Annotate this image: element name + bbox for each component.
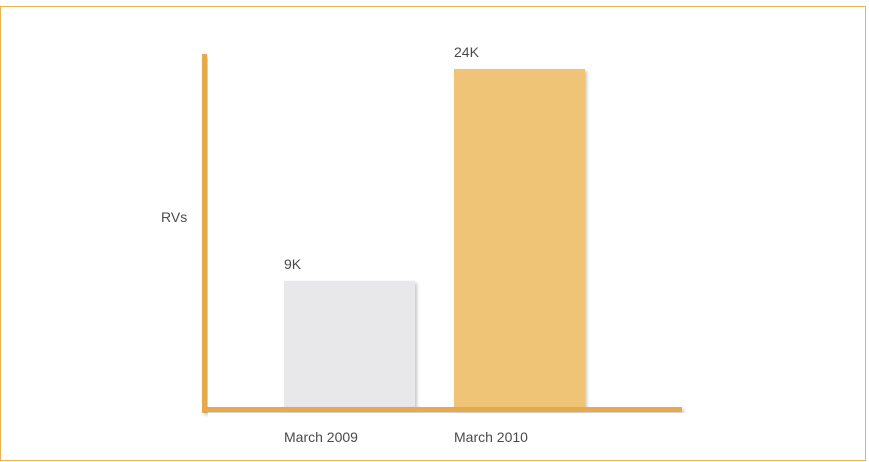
bars-group	[284, 69, 585, 408]
x-axis-line	[202, 407, 682, 412]
x-tick-label-2: March 2010	[454, 429, 528, 445]
bar-2	[454, 69, 585, 408]
x-tick-label-1: March 2009	[284, 429, 358, 445]
data-label-1: 9K	[284, 256, 302, 272]
y-axis-line	[202, 54, 207, 413]
labels-group: 9K March 2009 24K March 2010	[284, 44, 528, 445]
y-axis-label: RVs	[161, 209, 187, 225]
chart-frame	[0, 6, 866, 461]
data-label-2: 24K	[454, 44, 480, 60]
bar-1	[284, 280, 415, 408]
